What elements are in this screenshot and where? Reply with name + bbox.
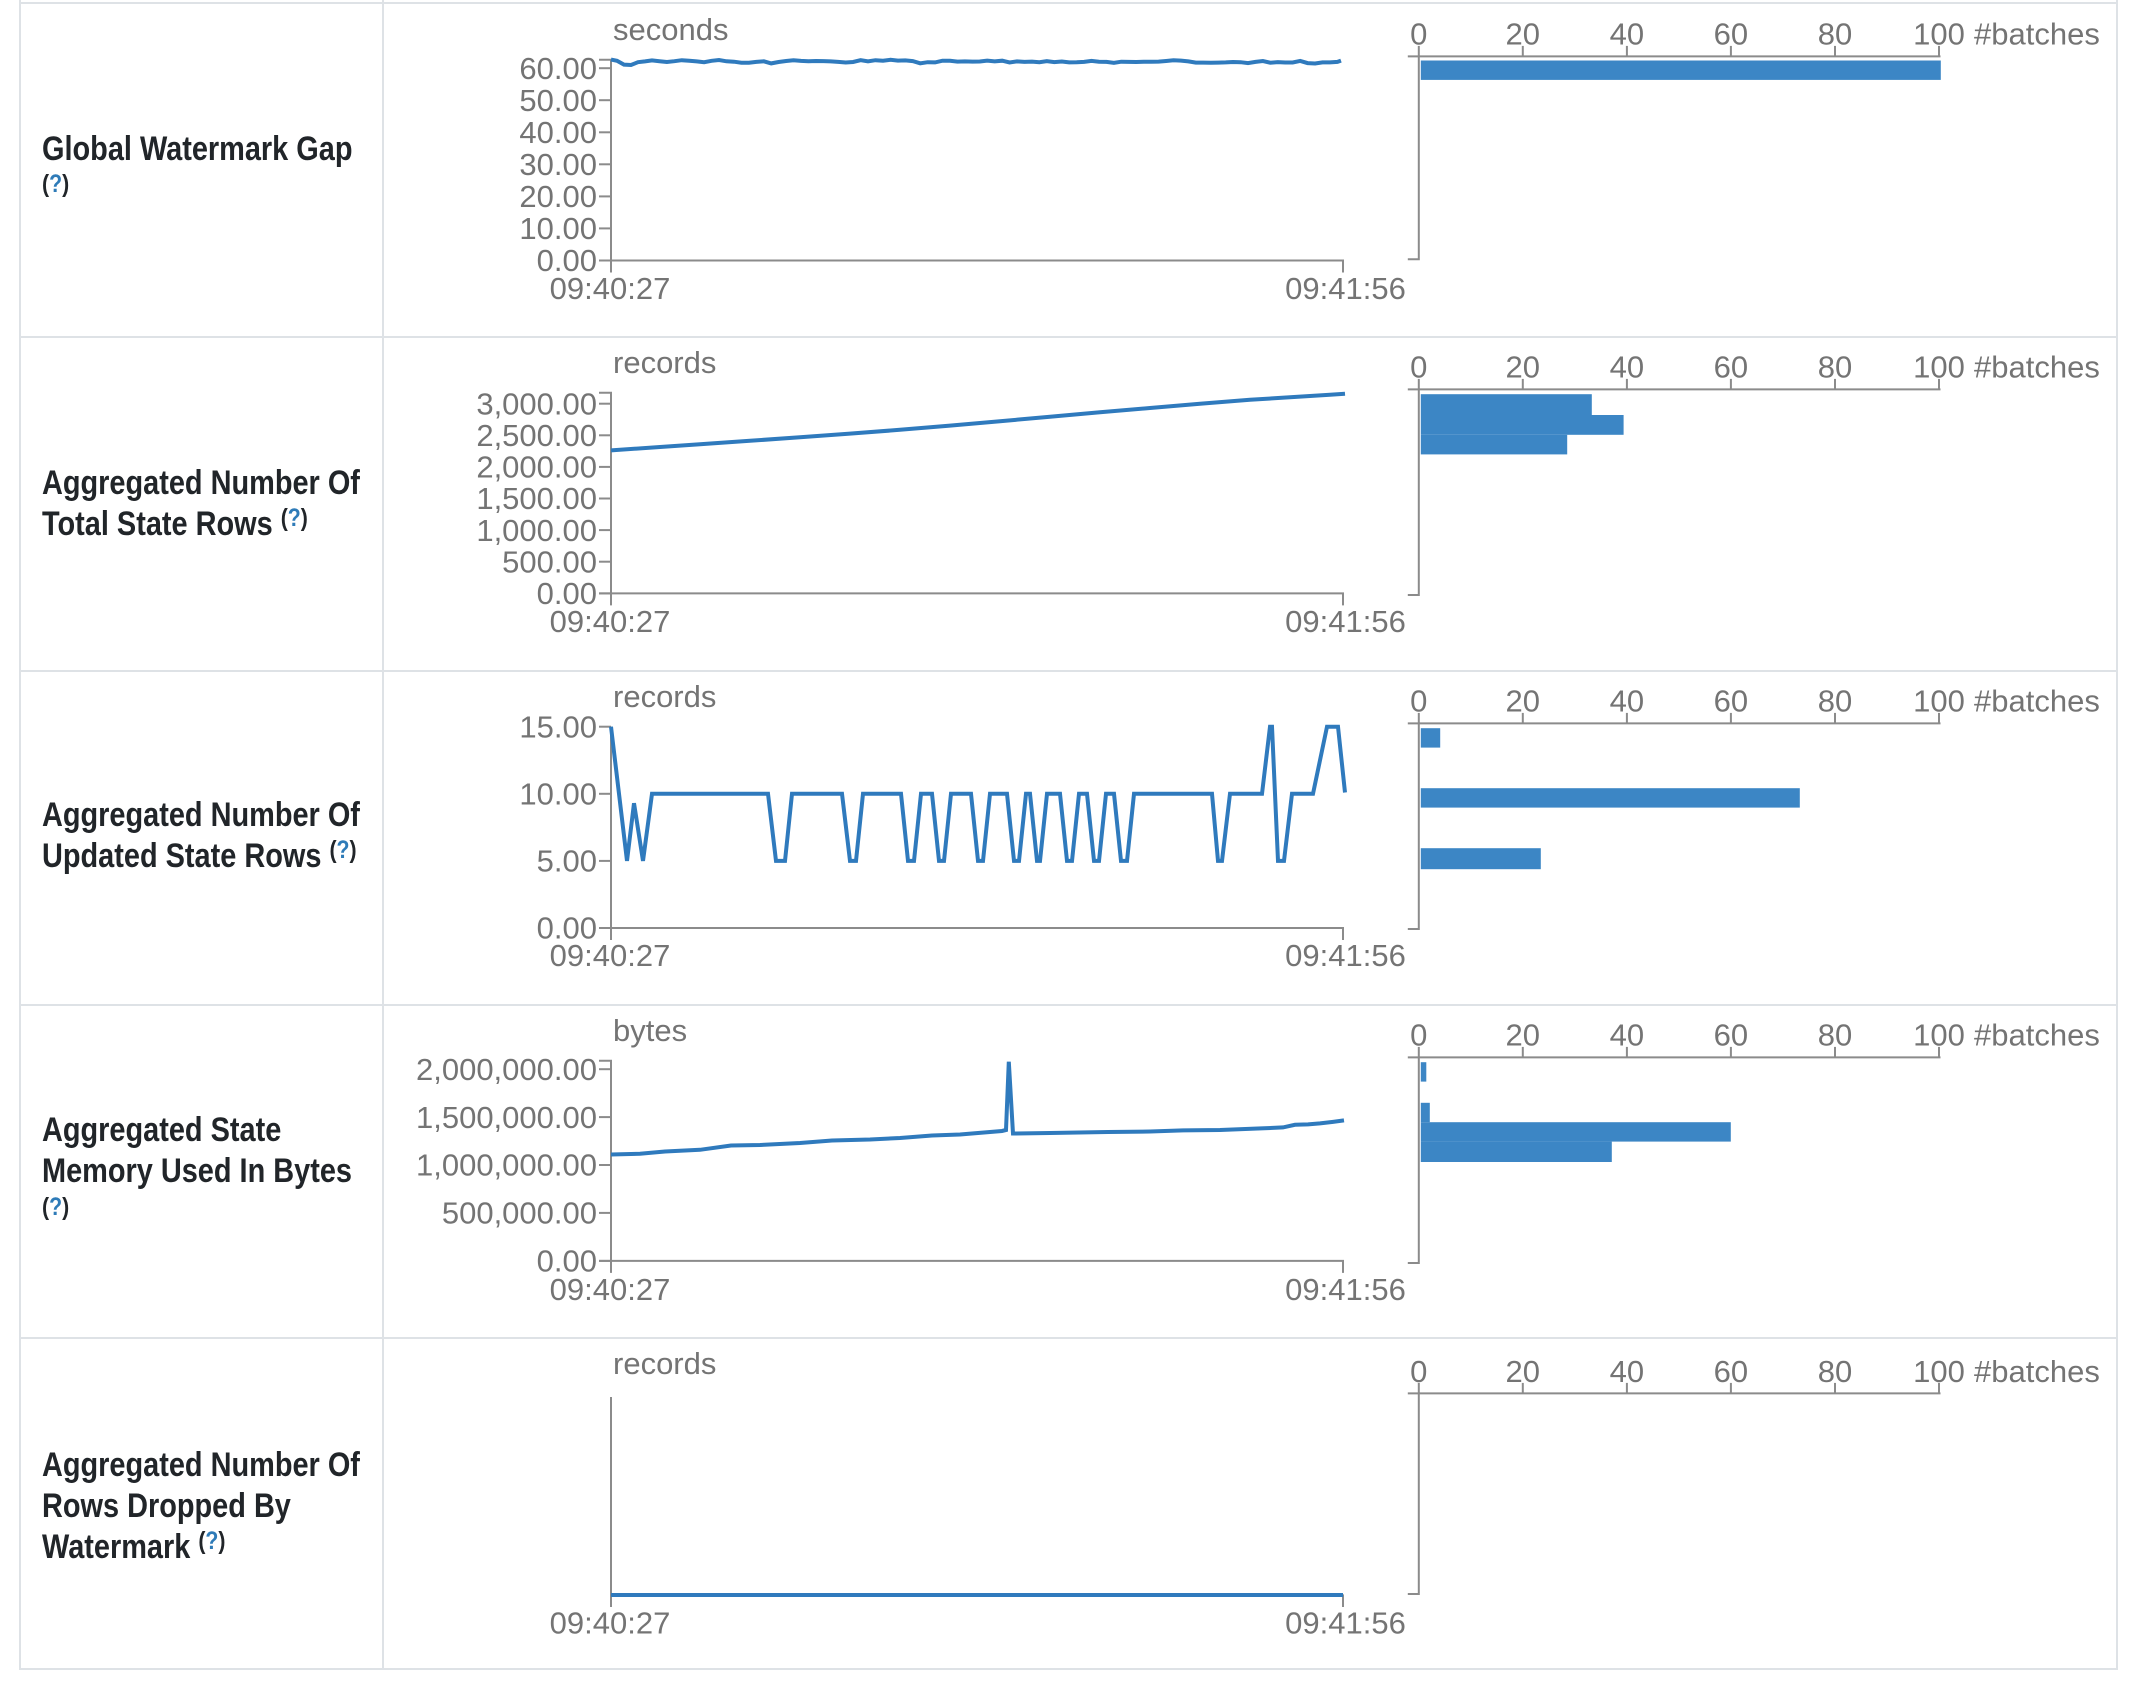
svg-text:1,500.00: 1,500.00	[476, 481, 597, 516]
svg-text:1,000,000.00: 1,000,000.00	[416, 1148, 597, 1183]
svg-text:20: 20	[1506, 1018, 1540, 1053]
svg-text:40: 40	[1610, 17, 1644, 52]
svg-text:80: 80	[1818, 684, 1852, 719]
svg-text:10.00: 10.00	[519, 777, 597, 812]
svg-text:0.00: 0.00	[537, 911, 597, 946]
svg-text:60: 60	[1714, 684, 1748, 719]
svg-text:80: 80	[1818, 17, 1852, 52]
svg-text:40: 40	[1610, 684, 1644, 719]
svg-text:09:41:56: 09:41:56	[1285, 271, 1406, 306]
svg-text:09:40:27: 09:40:27	[550, 604, 671, 639]
svg-text:15.00: 15.00	[519, 709, 597, 744]
svg-text:1,000.00: 1,000.00	[476, 513, 597, 548]
svg-text:100: 100	[1913, 684, 1965, 719]
svg-text:20: 20	[1506, 17, 1540, 52]
svg-text:100: 100	[1913, 17, 1965, 52]
svg-text:3,000.00: 3,000.00	[476, 386, 597, 421]
svg-text:5.00: 5.00	[537, 844, 597, 879]
svg-text:20: 20	[1506, 684, 1540, 719]
svg-text:0.00: 0.00	[537, 243, 597, 278]
svg-text:80: 80	[1818, 350, 1852, 385]
svg-text:0.00: 0.00	[537, 576, 597, 611]
svg-text:#batches: #batches	[1974, 17, 2100, 52]
svg-text:09:41:56: 09:41:56	[1285, 604, 1406, 639]
svg-text:09:41:56: 09:41:56	[1285, 1605, 1406, 1640]
svg-text:09:40:27: 09:40:27	[550, 1605, 671, 1640]
svg-text:10.00: 10.00	[519, 211, 597, 246]
svg-text:records: records	[613, 679, 716, 714]
svg-text:#batches: #batches	[1974, 1354, 2100, 1389]
svg-text:500,000.00: 500,000.00	[442, 1196, 597, 1231]
svg-text:0: 0	[1410, 1354, 1427, 1389]
svg-text:20: 20	[1506, 350, 1540, 385]
svg-text:records: records	[613, 345, 716, 380]
svg-text:#batches: #batches	[1974, 1018, 2100, 1053]
svg-text:09:40:27: 09:40:27	[550, 938, 671, 973]
svg-text:40: 40	[1610, 350, 1644, 385]
svg-text:500.00: 500.00	[502, 544, 597, 579]
svg-text:2,000,000.00: 2,000,000.00	[416, 1052, 597, 1087]
svg-text:1,500,000.00: 1,500,000.00	[416, 1100, 597, 1135]
svg-text:0.00: 0.00	[537, 1244, 597, 1279]
svg-text:0: 0	[1410, 1018, 1427, 1053]
svg-text:60: 60	[1714, 350, 1748, 385]
svg-text:#batches: #batches	[1974, 350, 2100, 385]
svg-text:0: 0	[1410, 17, 1427, 52]
svg-text:60: 60	[1714, 1018, 1748, 1053]
svg-text:40.00: 40.00	[519, 115, 597, 150]
svg-text:100: 100	[1913, 350, 1965, 385]
svg-text:60: 60	[1714, 17, 1748, 52]
svg-text:50.00: 50.00	[519, 83, 597, 118]
svg-text:09:40:27: 09:40:27	[550, 271, 671, 306]
svg-text:60.00: 60.00	[519, 51, 597, 86]
svg-text:09:40:27: 09:40:27	[550, 1272, 671, 1307]
svg-text:records: records	[613, 1346, 716, 1381]
svg-text:0: 0	[1410, 350, 1427, 385]
svg-text:0: 0	[1410, 684, 1427, 719]
svg-text:2,000.00: 2,000.00	[476, 450, 597, 485]
svg-text:2,500.00: 2,500.00	[476, 418, 597, 453]
svg-text:80: 80	[1818, 1018, 1852, 1053]
svg-text:09:41:56: 09:41:56	[1285, 938, 1406, 973]
svg-text:09:41:56: 09:41:56	[1285, 1272, 1406, 1307]
svg-text:30.00: 30.00	[519, 147, 597, 182]
svg-text:40: 40	[1610, 1018, 1644, 1053]
svg-text:100: 100	[1913, 1018, 1965, 1053]
svg-text:#batches: #batches	[1974, 684, 2100, 719]
svg-text:20.00: 20.00	[519, 179, 597, 214]
svg-text:bytes: bytes	[613, 1013, 687, 1048]
svg-text:seconds: seconds	[613, 12, 728, 47]
